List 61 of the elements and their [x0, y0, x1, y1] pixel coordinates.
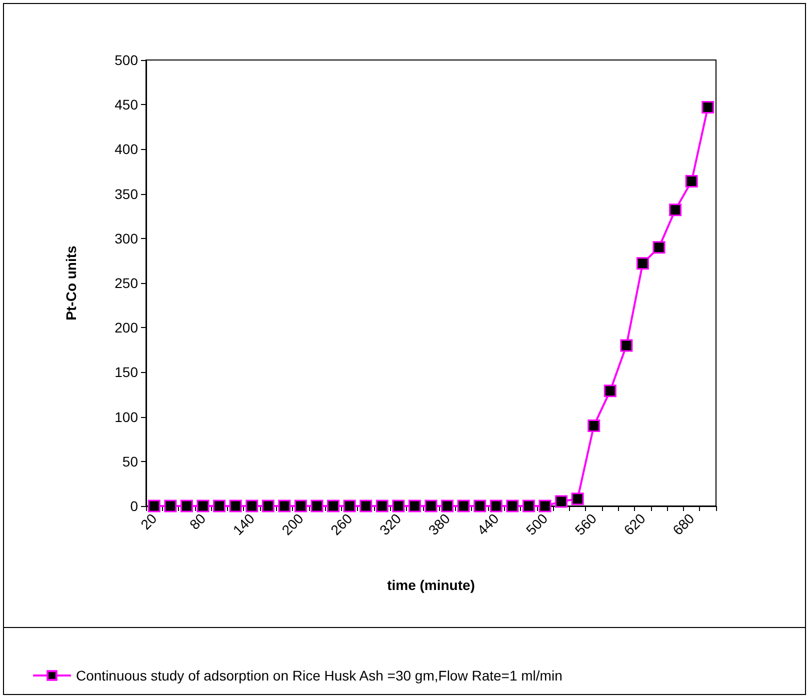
point	[538, 500, 552, 512]
point	[441, 500, 454, 512]
y-tick-label: 200	[114, 320, 138, 336]
x-tick-label: 80	[186, 510, 209, 533]
x-tick-label: 20	[137, 510, 160, 533]
point	[376, 500, 388, 512]
point	[474, 500, 486, 512]
point	[278, 500, 291, 512]
point	[490, 500, 502, 512]
point	[571, 492, 584, 506]
x-tick-label: 560	[572, 510, 600, 538]
x-tick-label: 260	[327, 510, 356, 538]
point	[327, 500, 340, 512]
y-tick-label: 100	[114, 408, 138, 425]
point	[506, 500, 519, 512]
x-axis-title: time (minute)	[387, 577, 475, 593]
x-tick-label: 440	[474, 510, 502, 538]
y-tick-label: 350	[114, 186, 138, 202]
x-tick-label: 140	[230, 510, 258, 538]
x-tick-label: 620	[620, 510, 649, 538]
point	[343, 500, 356, 512]
point	[669, 204, 682, 216]
y-axis-title: Pt-Co units	[63, 245, 79, 320]
point	[408, 500, 421, 512]
point	[620, 339, 633, 352]
point	[262, 500, 274, 512]
point	[392, 500, 405, 512]
point	[424, 500, 438, 512]
x-tick-label: 200	[278, 510, 307, 538]
y-tick-label: 0	[130, 498, 138, 514]
y-tick-label: 500	[114, 52, 138, 68]
point	[685, 175, 698, 188]
point	[294, 500, 307, 512]
point	[522, 500, 535, 512]
y-tick-label: 150	[114, 364, 138, 380]
point	[588, 419, 600, 432]
x-tick-label: 380	[425, 510, 454, 538]
point	[164, 500, 177, 512]
legend-label: Continuous study of adsorption on Rice Husk Ash =30 gm,Flow Rate=1 ml/min	[76, 668, 562, 684]
point	[555, 495, 568, 508]
point	[604, 384, 616, 398]
x-tick-label: 680	[669, 510, 698, 538]
y-tick-label: 450	[114, 96, 138, 113]
point	[246, 500, 258, 512]
x-tick-label: 320	[376, 510, 404, 538]
point	[360, 500, 372, 512]
point	[229, 500, 242, 512]
y-tick-label: 300	[114, 230, 138, 246]
point	[180, 500, 193, 512]
y-tick-label: 50	[122, 453, 138, 470]
point	[196, 500, 210, 512]
point	[457, 500, 470, 512]
y-tick-label: 250	[114, 275, 138, 291]
x-tick-label: 500	[522, 510, 551, 538]
point	[652, 241, 666, 254]
point	[148, 500, 160, 512]
point	[702, 101, 714, 114]
y-tick-label: 400	[114, 141, 138, 158]
point	[310, 500, 324, 512]
point	[213, 500, 226, 512]
point	[636, 257, 649, 270]
